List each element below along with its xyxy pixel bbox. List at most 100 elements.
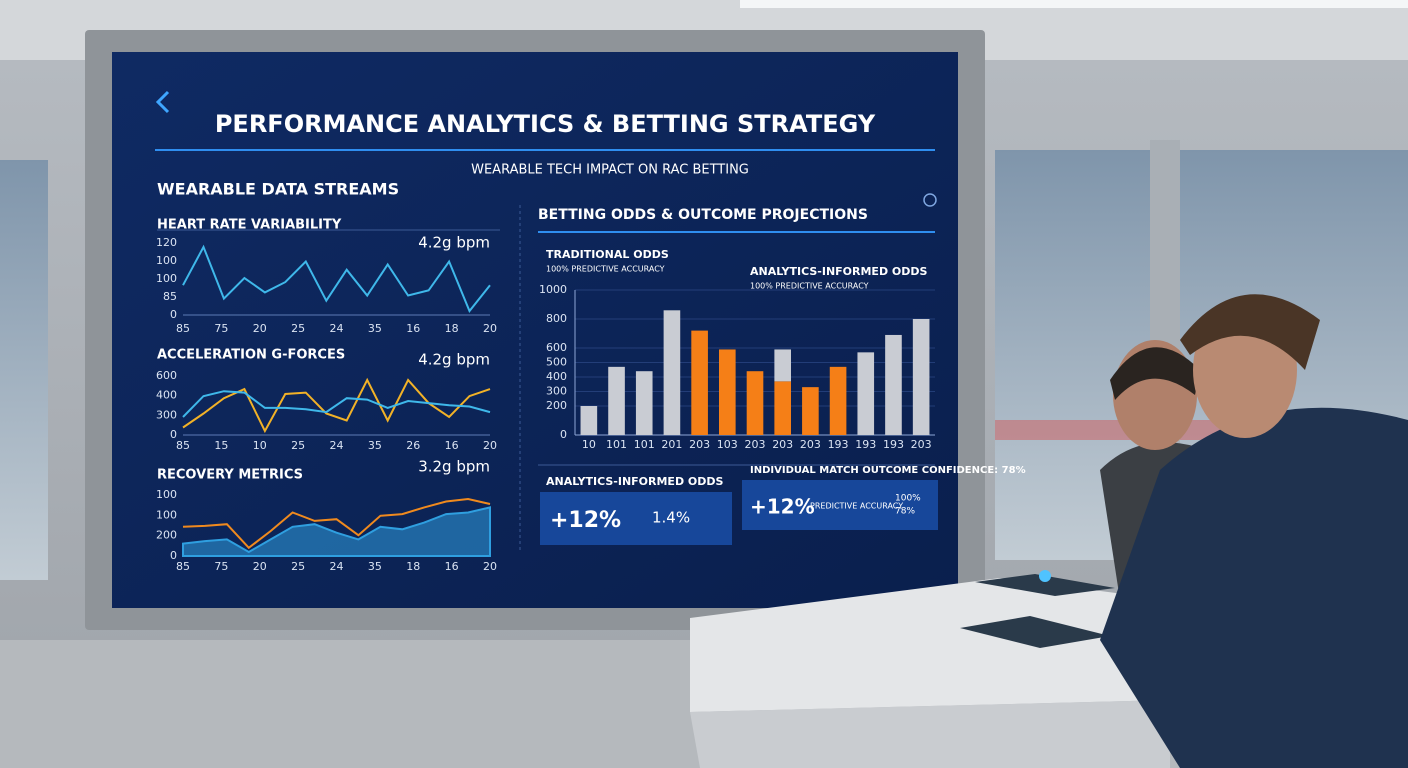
legend-note: 100% PREDICTIVE ACCURACY [750, 282, 869, 291]
y-tick-label: 300 [546, 385, 567, 398]
y-tick-label: 0 [560, 428, 567, 441]
x-tick-label: 16 [445, 439, 459, 452]
chart-readout: 3.2g bpm [418, 458, 490, 476]
line [182, 377, 491, 434]
x-tick-label: 15 [214, 439, 228, 452]
x-tick-label: 20 [483, 322, 497, 335]
bar [580, 406, 598, 435]
x-tick-label: 35 [368, 439, 382, 452]
x-tick-label: 75 [214, 322, 228, 335]
bar [774, 349, 791, 382]
left-window [0, 160, 48, 580]
bar [691, 330, 708, 435]
chart-title: HEART RATE VARIABILITY [157, 218, 342, 233]
tablet-glow [1039, 570, 1051, 582]
x-tick-label: 16 [445, 560, 459, 573]
x-tick-label: 203 [911, 438, 932, 451]
chart-readout: 4.2g bpm [418, 351, 490, 369]
y-tick-label: 400 [156, 389, 177, 402]
x-tick-label: 26 [406, 439, 420, 452]
y-tick-label: 200 [546, 399, 567, 412]
line [182, 244, 491, 313]
x-tick-label: 85 [176, 439, 190, 452]
card-note: PREDICTIVE ACCURACY [810, 502, 903, 511]
chart-title: ACCELERATION G-FORCES [157, 348, 345, 363]
x-tick-label: 24 [330, 322, 344, 335]
x-tick-label: 35 [368, 322, 382, 335]
y-tick-label: 0 [170, 549, 177, 562]
x-tick-label: 16 [406, 322, 420, 335]
tablet [975, 574, 1115, 596]
y-tick-label: 600 [156, 369, 177, 382]
line [182, 390, 491, 418]
x-tick-label: 24 [330, 439, 344, 452]
x-tick-label: 85 [176, 322, 190, 335]
y-tick-label: 0 [170, 308, 177, 321]
x-tick-label: 10 [253, 439, 267, 452]
legend-note: 100% PREDICTIVE ACCURACY [546, 265, 665, 274]
x-tick-label: 101 [634, 438, 655, 451]
card-value: +12% [550, 508, 621, 533]
y-tick-label: 600 [546, 341, 567, 354]
x-tick-label: 103 [717, 438, 738, 451]
bar [829, 366, 847, 435]
y-tick-label: 1000 [539, 283, 567, 296]
desk-top [690, 578, 1170, 712]
card-value: +12% [750, 495, 815, 519]
line [182, 497, 491, 550]
x-tick-label: 20 [253, 560, 267, 573]
desk-front [690, 700, 1170, 768]
y-tick-label: 100 [156, 488, 177, 501]
x-tick-label: 18 [406, 560, 420, 573]
y-tick-label: 800 [546, 312, 567, 325]
info-icon[interactable] [923, 193, 937, 207]
x-tick-label: 18 [445, 322, 459, 335]
screen-title: PERFORMANCE ANALYTICS & BETTING STRATEGY [215, 110, 876, 138]
y-tick-label: 400 [546, 370, 567, 383]
y-tick-label: 500 [546, 356, 567, 369]
card-value: 100% [895, 494, 921, 504]
y-tick-label: 100 [156, 254, 177, 267]
bar [912, 319, 930, 435]
left-heading: WEARABLE DATA STREAMS [157, 180, 399, 199]
x-tick-label: 201 [661, 438, 682, 451]
card-label: ANALYTICS-INFORMED ODDS [546, 475, 724, 488]
card-label: INDIVIDUAL MATCH OUTCOME CONFIDENCE: 78% [750, 465, 1026, 476]
card [742, 480, 938, 530]
x-tick-label: 20 [483, 560, 497, 573]
x-tick-label: 25 [291, 439, 305, 452]
x-tick-label: 75 [214, 560, 228, 573]
x-tick-label: 101 [606, 438, 627, 451]
y-tick-label: 200 [156, 529, 177, 542]
area [182, 506, 491, 557]
x-tick-label: 24 [330, 560, 344, 573]
card-value: 78% [895, 507, 915, 517]
x-tick-label: 203 [772, 438, 793, 451]
y-tick-label: 300 [156, 408, 177, 421]
chart-readout: 4.2g bpm [418, 234, 490, 252]
y-tick-label: 0 [170, 428, 177, 441]
x-tick-label: 193 [855, 438, 876, 451]
bar [885, 334, 902, 435]
y-tick-label: 100 [156, 508, 177, 521]
bar [608, 366, 625, 435]
x-tick-label: 25 [291, 322, 305, 335]
bar [802, 387, 819, 435]
x-tick-label: 20 [483, 439, 497, 452]
x-tick-label: 203 [800, 438, 821, 451]
person-torso [1100, 407, 1408, 768]
bar [857, 352, 875, 435]
back-arrow[interactable] [155, 90, 170, 114]
bar [746, 371, 764, 435]
chart-title: RECOVERY METRICS [157, 468, 303, 483]
y-tick-label: 100 [156, 272, 177, 285]
x-tick-label: 193 [883, 438, 904, 451]
x-tick-label: 193 [828, 438, 849, 451]
bar [663, 310, 681, 435]
right-heading: BETTING ODDS & OUTCOME PROJECTIONS [538, 207, 868, 223]
person-hair [1110, 347, 1200, 400]
bar [774, 381, 791, 435]
person-hair [1180, 294, 1320, 370]
